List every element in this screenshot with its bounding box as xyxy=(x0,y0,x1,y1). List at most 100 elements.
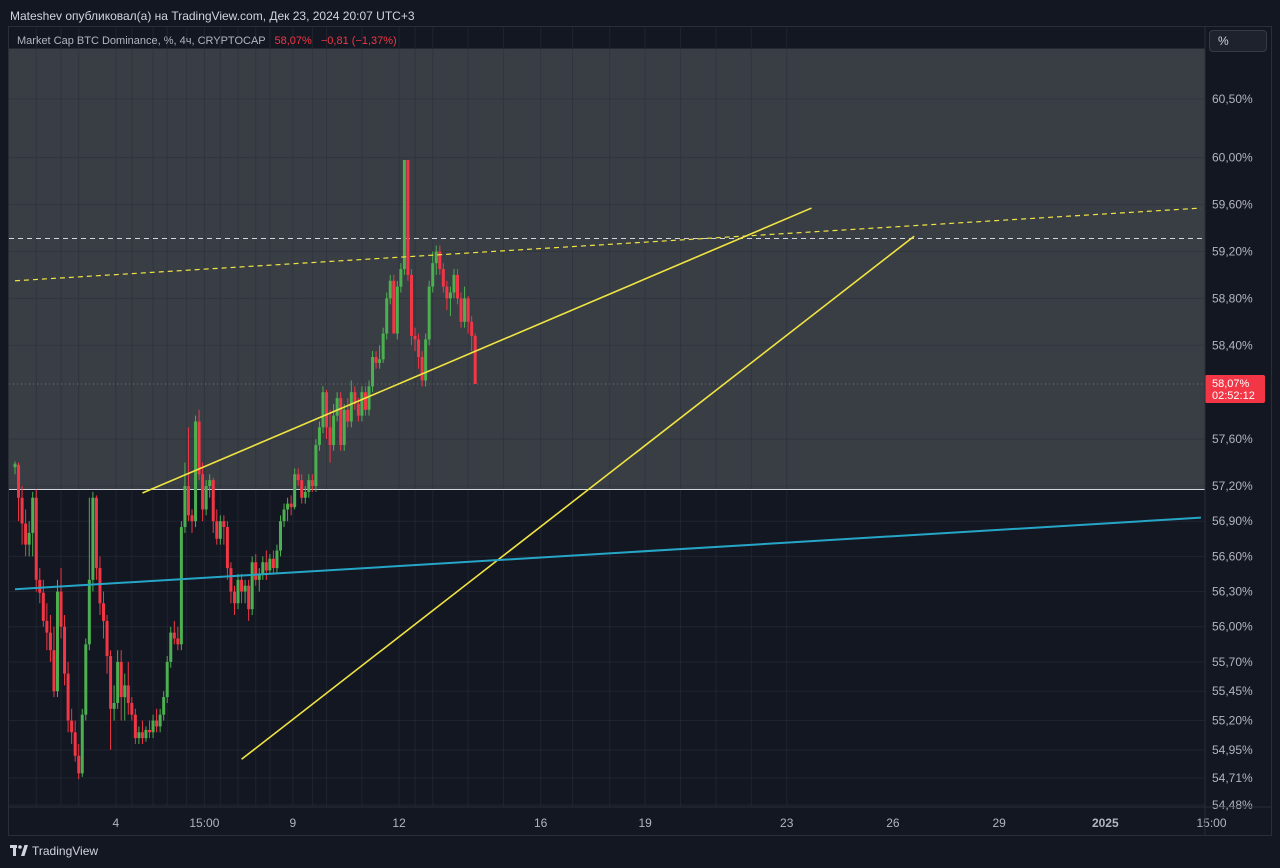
candle-body xyxy=(417,339,421,358)
candle xyxy=(137,726,141,745)
candle xyxy=(409,269,413,346)
candle xyxy=(353,386,357,410)
candle xyxy=(381,327,385,363)
price-scale-label: 56,90% xyxy=(1212,514,1253,528)
price-scale-label: 56,60% xyxy=(1212,549,1253,563)
candle xyxy=(17,462,21,522)
candle-body xyxy=(459,298,463,322)
price-scale-label: 60,50% xyxy=(1212,92,1253,106)
candle-body xyxy=(381,333,385,360)
candle-body xyxy=(254,562,258,580)
candle xyxy=(286,497,290,522)
candle-body xyxy=(201,474,205,510)
publish-info: Mateshev опубликовал(а) на TradingView.c… xyxy=(10,9,415,23)
candle-body xyxy=(247,585,251,610)
candle xyxy=(470,315,474,352)
current-price-label: 58,07% xyxy=(1212,378,1250,390)
highlight-zone xyxy=(9,48,1205,490)
candle xyxy=(371,351,375,393)
candle xyxy=(112,685,116,721)
candle-body xyxy=(179,527,183,645)
candle-body xyxy=(73,732,77,756)
time-scale-label: 26 xyxy=(886,816,900,830)
candle xyxy=(300,474,304,504)
candle xyxy=(261,556,265,580)
candle xyxy=(169,626,173,668)
candle-body xyxy=(296,474,300,481)
tradingview-logo-icon xyxy=(10,845,28,856)
candle xyxy=(13,461,17,475)
candle xyxy=(165,656,169,703)
percent-scale-button[interactable]: % xyxy=(1209,30,1267,52)
candle xyxy=(133,708,137,745)
candle-body xyxy=(367,386,371,410)
candle-body xyxy=(204,486,208,510)
candle-body xyxy=(402,159,406,270)
candle xyxy=(116,650,120,709)
candle xyxy=(392,274,396,334)
tradingview-logo[interactable]: TradingView xyxy=(10,843,98,859)
top-bar: Mateshev опубликовал(а) на TradingView.c… xyxy=(0,0,1280,26)
price-scale-label: 55,20% xyxy=(1212,714,1253,728)
candle xyxy=(66,661,70,733)
candle xyxy=(59,568,63,639)
candle xyxy=(417,333,421,369)
candle-body xyxy=(473,335,477,384)
candle-body xyxy=(144,729,148,739)
candle-body xyxy=(399,269,403,287)
time-scale-label: 29 xyxy=(992,816,1006,830)
candle-body xyxy=(240,579,244,592)
candle-body xyxy=(151,720,155,733)
symbol-legend[interactable]: Market Cap BTC Dominance, %, 4ч, CRYPTOC… xyxy=(17,35,397,47)
candle xyxy=(176,626,180,651)
candle-body xyxy=(208,480,212,487)
candle xyxy=(102,591,105,639)
candle-body xyxy=(80,714,84,774)
candle-body xyxy=(470,321,474,336)
candle xyxy=(339,392,343,451)
price-scale-label: 58,80% xyxy=(1212,291,1253,305)
candle xyxy=(236,573,240,610)
candle-body xyxy=(374,357,378,363)
candle-body xyxy=(279,521,282,551)
candle xyxy=(374,351,378,369)
candle-body xyxy=(169,632,173,662)
candle xyxy=(194,415,198,528)
candle xyxy=(247,579,251,621)
candle-body xyxy=(87,579,91,645)
candle xyxy=(240,573,244,604)
candle xyxy=(91,491,95,592)
candle-body xyxy=(406,159,410,275)
candle-body xyxy=(34,497,38,580)
candle xyxy=(48,615,52,662)
candle-body xyxy=(24,523,28,545)
candle xyxy=(27,521,31,557)
dashed-resistance-trendline xyxy=(14,207,1201,282)
candle-body xyxy=(409,274,413,336)
candle-body xyxy=(261,562,265,574)
candle xyxy=(201,462,205,522)
candle xyxy=(434,245,438,275)
candle-body xyxy=(186,486,190,516)
candle xyxy=(346,398,350,428)
candle-body xyxy=(140,732,144,739)
candle xyxy=(360,386,364,422)
time-scale-label: 4 xyxy=(113,816,120,830)
candle-body xyxy=(413,335,417,340)
candle xyxy=(250,556,254,616)
candle xyxy=(441,263,445,293)
candle xyxy=(179,521,183,651)
candle xyxy=(268,554,272,574)
candle-body xyxy=(363,392,367,410)
candle xyxy=(307,474,311,498)
candle-body xyxy=(441,269,445,287)
candle-body xyxy=(148,729,152,733)
candle xyxy=(303,486,307,504)
candle-body xyxy=(155,720,159,727)
candle-body xyxy=(378,359,382,363)
candle xyxy=(70,708,74,745)
candle-body xyxy=(463,298,467,322)
candle-body xyxy=(360,392,364,416)
candle-body xyxy=(91,497,95,580)
